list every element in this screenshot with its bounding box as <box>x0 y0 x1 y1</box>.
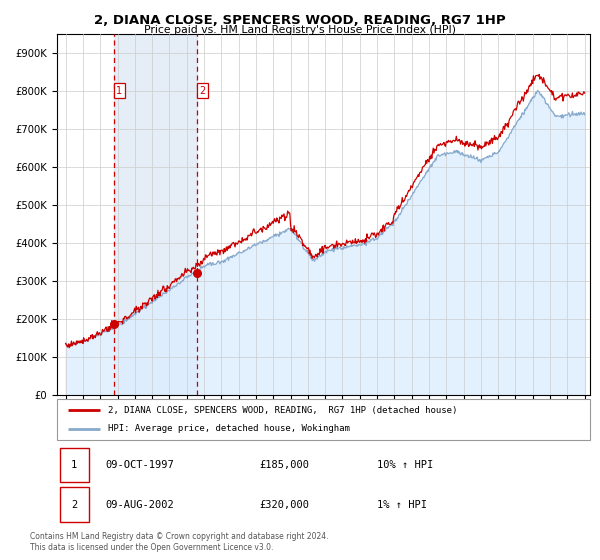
Text: HPI: Average price, detached house, Wokingham: HPI: Average price, detached house, Woki… <box>107 424 349 433</box>
Text: 2, DIANA CLOSE, SPENCERS WOOD, READING,  RG7 1HP (detached house): 2, DIANA CLOSE, SPENCERS WOOD, READING, … <box>107 405 457 414</box>
Text: This data is licensed under the Open Government Licence v3.0.: This data is licensed under the Open Gov… <box>30 543 274 552</box>
Text: £320,000: £320,000 <box>259 500 310 510</box>
Text: 2: 2 <box>200 86 206 96</box>
FancyBboxPatch shape <box>57 399 590 440</box>
Text: 2, DIANA CLOSE, SPENCERS WOOD, READING, RG7 1HP: 2, DIANA CLOSE, SPENCERS WOOD, READING, … <box>94 14 506 27</box>
Text: 09-OCT-1997: 09-OCT-1997 <box>105 460 174 470</box>
Text: 09-AUG-2002: 09-AUG-2002 <box>105 500 174 510</box>
Text: Contains HM Land Registry data © Crown copyright and database right 2024.: Contains HM Land Registry data © Crown c… <box>30 532 329 541</box>
FancyBboxPatch shape <box>59 487 89 522</box>
Text: 10% ↑ HPI: 10% ↑ HPI <box>377 460 433 470</box>
Text: £185,000: £185,000 <box>259 460 310 470</box>
Text: Price paid vs. HM Land Registry's House Price Index (HPI): Price paid vs. HM Land Registry's House … <box>144 25 456 35</box>
Text: 1: 1 <box>116 86 122 96</box>
Text: 1: 1 <box>71 460 77 470</box>
Bar <box>113 34 197 395</box>
Text: 1% ↑ HPI: 1% ↑ HPI <box>377 500 427 510</box>
Text: 2: 2 <box>71 500 77 510</box>
FancyBboxPatch shape <box>59 448 89 483</box>
